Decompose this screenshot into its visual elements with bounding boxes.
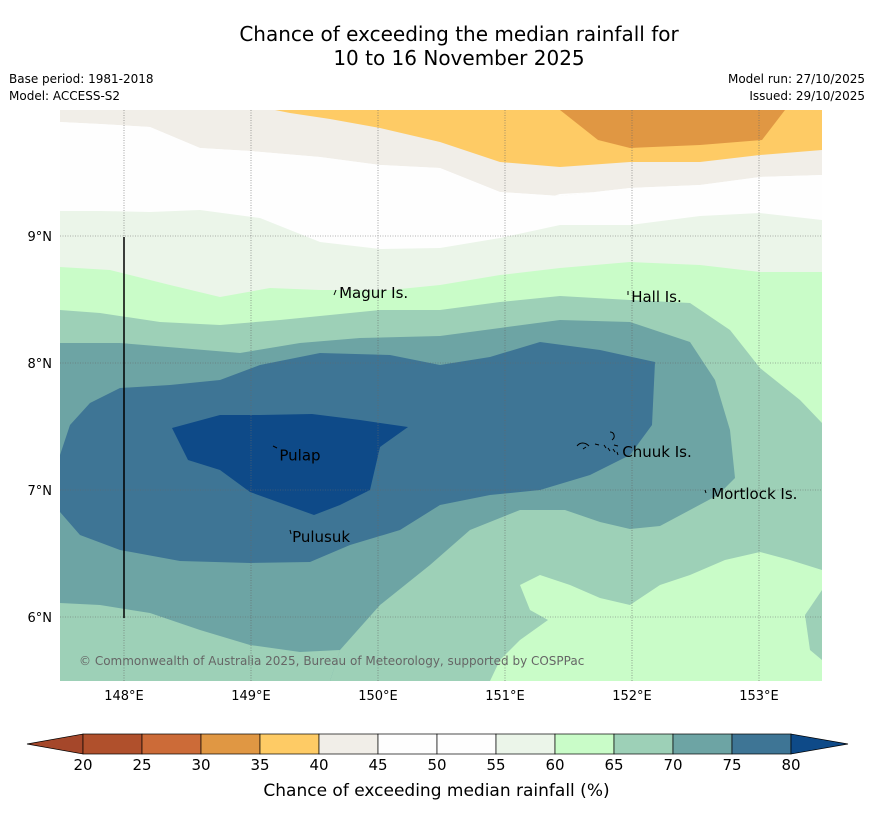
colorbar-tick-label: 25 <box>132 756 152 774</box>
colorbar-segment <box>377 733 438 755</box>
place-label: Pulap <box>279 447 320 465</box>
model-text: Model: ACCESS-S2 <box>9 89 121 103</box>
model-run-text: Model run: 27/10/2025 <box>727 72 865 86</box>
meta-right: Model run: 27/10/2025 Issued: 29/10/2025 <box>728 71 865 105</box>
place-label: Magur Is. <box>339 284 408 302</box>
title-line-2: 10 to 16 November 2025 <box>333 46 585 70</box>
colorbar-label: Chance of exceeding median rainfall (%) <box>263 781 610 801</box>
colorbar-segment <box>495 733 556 755</box>
copyright-text: © Commonwealth of Australia 2025, Bureau… <box>79 654 584 668</box>
longitude-tick-label: 151°E <box>485 689 525 704</box>
colorbar-segment <box>141 733 202 755</box>
colorbar-tick-label: 40 <box>309 756 329 774</box>
meta-left: Base period: 1981-2018 Model: ACCESS-S2 <box>9 71 154 105</box>
colorbar-tick-label: 65 <box>604 756 624 774</box>
colorbar-extend-high <box>790 733 849 755</box>
longitude-tick-label: 149°E <box>231 689 271 704</box>
band-30-35 <box>560 110 785 148</box>
band-80-plus <box>172 414 408 515</box>
latitude-tick-label: 9°N <box>28 230 53 245</box>
colorbar-tick-label: 55 <box>486 756 506 774</box>
colorbar-segment <box>82 733 143 755</box>
longitude-tick-label: 152°E <box>612 689 652 704</box>
latitude-labels: 9°N 8°N 7°N 6°N <box>28 230 53 626</box>
colorbar-extend-low <box>26 733 84 755</box>
place-labels: Magur Is. Hall Is. Pulap Chuuk Is. Mortlock … <box>279 284 797 546</box>
base-period-text: Base period: 1981-2018 <box>9 72 154 86</box>
colorbar-segment <box>436 733 497 755</box>
band-45-50-inner <box>60 122 822 200</box>
band-65-70-sw <box>60 603 340 681</box>
latitude-tick-label: 7°N <box>28 484 53 499</box>
islands <box>272 289 707 535</box>
map-plot-area: Magur Is. Hall Is. Pulap Chuuk Is. Mortlock … <box>60 110 822 681</box>
island-mortlock-icon <box>704 489 707 494</box>
title-line-1: Chance of exceeding the median rainfall … <box>239 22 679 46</box>
place-label: Mortlock Is. <box>711 485 797 503</box>
colorbar-tick-label: 45 <box>368 756 388 774</box>
island-pulusuk-icon <box>289 529 292 535</box>
longitude-tick-label: 148°E <box>104 689 144 704</box>
place-label: Hall Is. <box>631 288 682 306</box>
colorbar-segment <box>554 733 615 755</box>
latitude-tick-label: 8°N <box>28 357 53 372</box>
chart-title: Chance of exceeding the median rainfall … <box>0 22 873 70</box>
colorbar-segment <box>613 733 674 755</box>
colorbar <box>26 733 849 755</box>
longitude-labels: 148°E 149°E 150°E 151°E 152°E 153°E <box>104 689 779 704</box>
issued-text: Issued: 29/10/2025 <box>749 89 865 103</box>
colorbar-tick-label: 20 <box>73 756 93 774</box>
colorbar-tick-label: 70 <box>663 756 683 774</box>
colorbar-tick-label: 30 <box>191 756 211 774</box>
colorbar-segment <box>259 733 320 755</box>
island-magur-icon <box>333 289 337 296</box>
island-pulap-icon <box>272 445 278 449</box>
colorbar-segment <box>200 733 261 755</box>
place-label: Pulusuk <box>292 528 350 546</box>
band-65-70-se <box>805 590 822 660</box>
colorbar-tick-label: 35 <box>250 756 270 774</box>
graticule <box>60 110 822 681</box>
colorbar-segment <box>731 733 792 755</box>
colorbar-tick-label: 80 <box>781 756 801 774</box>
island-chuuk-icon <box>576 431 619 456</box>
colorbar-tick-label: 60 <box>545 756 565 774</box>
colorbar-tick-label: 50 <box>427 756 447 774</box>
place-label: Chuuk Is. <box>622 443 691 461</box>
colorbar-segment <box>672 733 733 755</box>
longitude-tick-label: 150°E <box>358 689 398 704</box>
colorbar-tick-label: 75 <box>722 756 742 774</box>
colorbar-segment <box>318 733 379 755</box>
latitude-tick-label: 6°N <box>28 611 53 626</box>
longitude-tick-label: 153°E <box>739 689 779 704</box>
